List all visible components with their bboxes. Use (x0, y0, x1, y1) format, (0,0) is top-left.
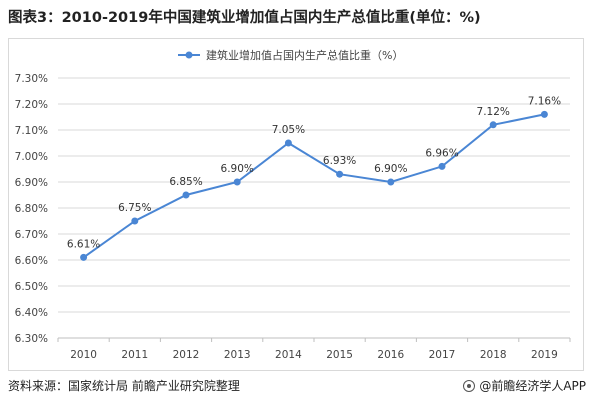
data-point (233, 178, 241, 186)
y-tick-label: 7.10% (15, 125, 48, 137)
x-tick-label: 2017 (429, 349, 456, 361)
data-point (387, 178, 395, 186)
y-tick-label: 7.20% (15, 99, 48, 111)
data-point (438, 162, 446, 170)
chart-frame (8, 38, 584, 371)
x-tick-label: 2010 (70, 349, 97, 361)
data-label: 6.90% (374, 163, 407, 175)
x-tick-label: 2016 (377, 349, 404, 361)
y-tick-label: 6.60% (15, 255, 48, 267)
data-point (182, 191, 190, 199)
chart-title: 图表3：2010-2019年中国建筑业增加值占国内生产总值比重(单位：%) (8, 10, 481, 26)
x-tick-label: 2018 (480, 349, 507, 361)
data-label: 6.61% (67, 238, 100, 250)
data-label: 6.75% (118, 202, 151, 214)
data-point (131, 217, 139, 225)
x-tick-label: 2011 (121, 349, 148, 361)
legend-marker (185, 51, 193, 59)
y-tick-label: 6.70% (15, 229, 48, 241)
x-tick-label: 2019 (531, 349, 558, 361)
data-point (80, 253, 88, 261)
data-point (336, 170, 344, 178)
y-tick-label: 6.80% (15, 203, 48, 215)
data-label: 6.90% (221, 163, 254, 175)
data-label: 7.05% (272, 124, 305, 136)
data-point (489, 121, 497, 129)
data-point (540, 110, 548, 118)
data-label: 6.96% (425, 147, 458, 159)
y-tick-label: 6.50% (15, 281, 48, 293)
y-tick-label: 6.40% (15, 307, 48, 319)
y-tick-label: 7.00% (15, 151, 48, 163)
source-note: 资料来源：国家统计局 前瞻产业研究院整理 (8, 379, 240, 393)
data-label: 7.12% (477, 106, 510, 118)
x-tick-label: 2015 (326, 349, 353, 361)
x-tick-label: 2012 (173, 349, 200, 361)
data-label: 6.93% (323, 155, 356, 167)
y-tick-label: 6.90% (15, 177, 48, 189)
data-point (284, 139, 292, 147)
brand-label: @前瞻经济学人APP (479, 379, 586, 393)
series-line (83, 113, 545, 259)
x-tick-label: 2013 (224, 349, 251, 361)
data-label: 7.16% (528, 95, 561, 107)
y-tick-label: 6.30% (15, 333, 48, 345)
data-label: 6.85% (169, 176, 202, 188)
x-tick-label: 2014 (275, 349, 302, 361)
brand-logo-icon (463, 379, 476, 392)
brand-credit: @前瞻经济学人APP (463, 377, 586, 394)
legend-label: 建筑业增加值占国内生产总值比重（%） (206, 48, 403, 62)
y-tick-label: 7.30% (15, 73, 48, 85)
